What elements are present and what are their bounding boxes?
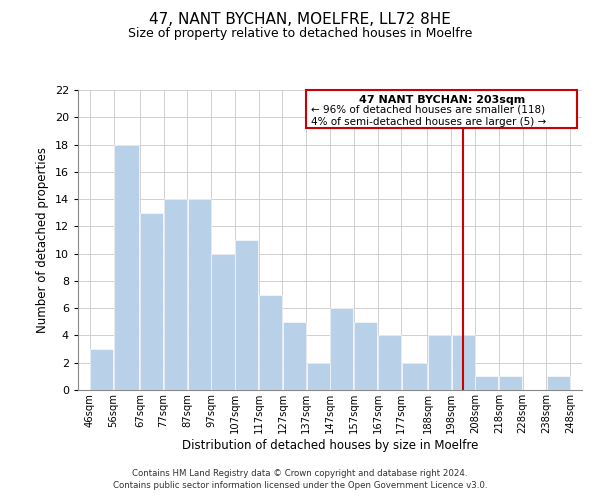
Text: 47 NANT BYCHAN: 203sqm: 47 NANT BYCHAN: 203sqm: [359, 95, 525, 105]
Text: Contains HM Land Registry data © Crown copyright and database right 2024.: Contains HM Land Registry data © Crown c…: [132, 468, 468, 477]
Text: 4% of semi-detached houses are larger (5) →: 4% of semi-detached houses are larger (5…: [311, 116, 546, 126]
Bar: [140, 212, 163, 390]
Bar: [452, 336, 475, 390]
Text: Contains public sector information licensed under the Open Government Licence v3: Contains public sector information licen…: [113, 481, 487, 490]
Bar: [114, 144, 139, 390]
Bar: [307, 362, 329, 390]
Bar: [499, 376, 522, 390]
Bar: [235, 240, 259, 390]
Bar: [188, 199, 211, 390]
Bar: [331, 308, 353, 390]
Bar: [211, 254, 235, 390]
X-axis label: Distribution of detached houses by size in Moelfre: Distribution of detached houses by size …: [182, 438, 478, 452]
Bar: [378, 336, 401, 390]
Text: ← 96% of detached houses are smaller (118): ← 96% of detached houses are smaller (11…: [311, 105, 545, 115]
FancyBboxPatch shape: [306, 90, 577, 128]
Text: Size of property relative to detached houses in Moelfre: Size of property relative to detached ho…: [128, 28, 472, 40]
Text: 47, NANT BYCHAN, MOELFRE, LL72 8HE: 47, NANT BYCHAN, MOELFRE, LL72 8HE: [149, 12, 451, 28]
Bar: [547, 376, 570, 390]
Bar: [283, 322, 306, 390]
Bar: [475, 376, 499, 390]
Y-axis label: Number of detached properties: Number of detached properties: [36, 147, 49, 333]
Bar: [90, 349, 113, 390]
Bar: [164, 199, 187, 390]
Bar: [354, 322, 377, 390]
Bar: [259, 294, 282, 390]
Bar: [401, 362, 427, 390]
Bar: [428, 336, 451, 390]
